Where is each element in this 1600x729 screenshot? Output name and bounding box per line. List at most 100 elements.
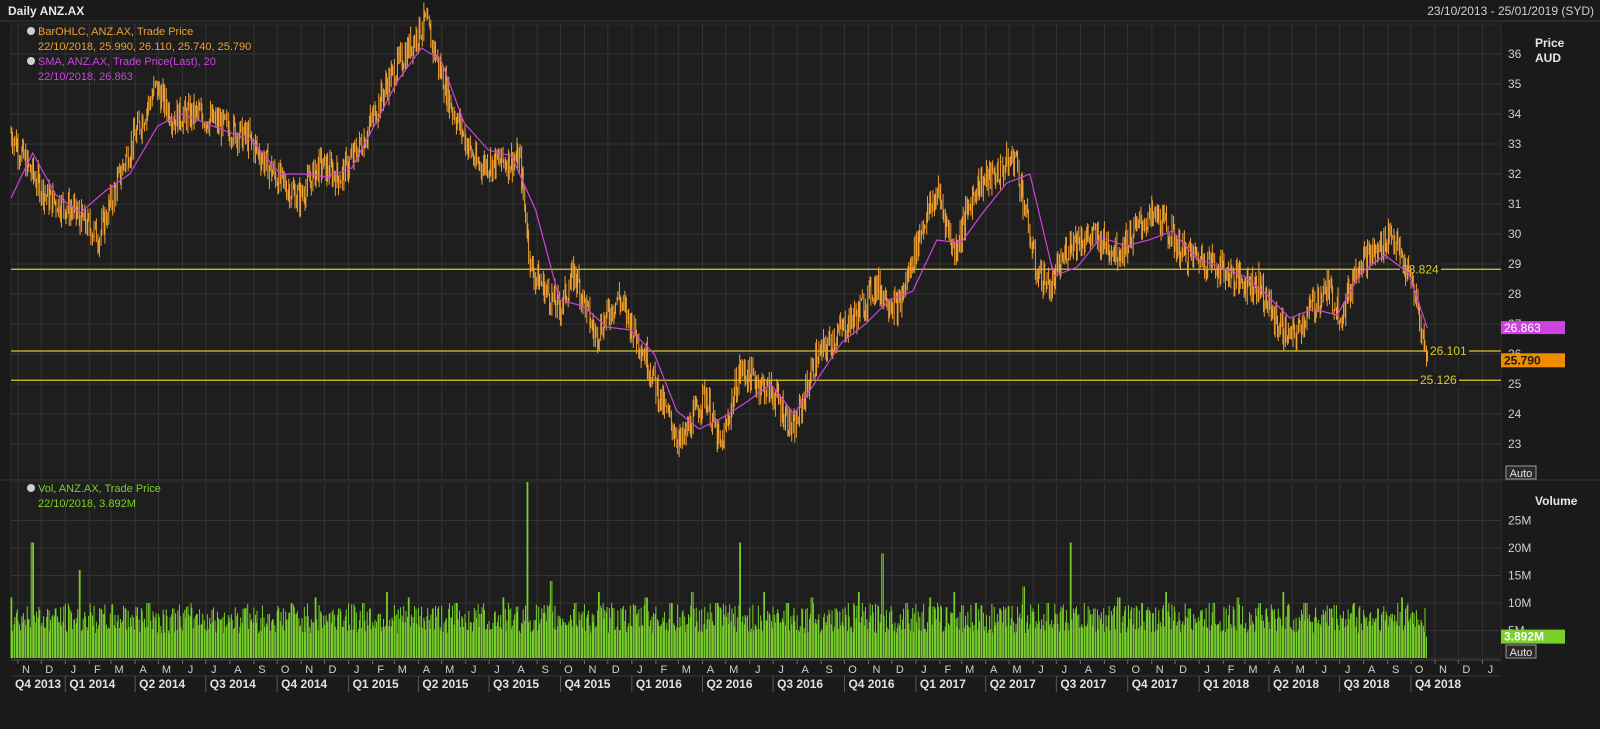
month-label: F [1228, 664, 1235, 676]
month-label: J [778, 664, 784, 676]
month-label: D [612, 664, 620, 676]
month-label: M [1248, 664, 1257, 676]
month-label: O [281, 664, 290, 676]
month-label: O [1131, 664, 1140, 676]
month-label: J [1488, 664, 1494, 676]
volume-axis-title: Volume [1535, 494, 1578, 508]
quarter-label: Q4 2015 [564, 677, 610, 691]
month-label: A [707, 664, 715, 676]
horizontal-line-label-bg [1428, 343, 1470, 358]
month-label: A [1085, 664, 1093, 676]
volume-grid [11, 482, 1501, 658]
month-label: N [1439, 664, 1447, 676]
month-label: S [1109, 664, 1116, 676]
price-tick-label: 25 [1508, 377, 1522, 391]
sma-legend-value: 22/10/2018, 26.863 [38, 71, 133, 83]
month-label: A [1273, 664, 1281, 676]
sma-legend-name: SMA, ANZ.AX, Trade Price(Last), 20 [38, 56, 216, 68]
chart-title: Daily ANZ.AX [8, 4, 84, 18]
quarter-label: Q3 2017 [1060, 677, 1106, 691]
quarter-label: Q3 2018 [1344, 677, 1390, 691]
month-label: M [162, 664, 171, 676]
price-tick-label: 36 [1508, 47, 1522, 61]
ohlc-series [10, 2, 1429, 457]
month-label: A [234, 664, 242, 676]
price-tick-label: 29 [1508, 257, 1522, 271]
month-label: S [1392, 664, 1399, 676]
month-label: J [354, 664, 360, 676]
month-label: F [945, 664, 952, 676]
month-label: J [471, 664, 477, 676]
price-grid [11, 24, 1501, 480]
month-label: F [377, 664, 384, 676]
month-label: J [755, 664, 761, 676]
quarter-label: Q4 2018 [1415, 677, 1461, 691]
price-plot-area [10, 23, 1502, 481]
volume-tick-label: 20M [1508, 541, 1531, 555]
month-label: J [1345, 664, 1351, 676]
quarter-label: Q1 2017 [920, 677, 966, 691]
quarter-label: Q3 2014 [210, 677, 256, 691]
price-axis-unit: AUD [1535, 51, 1561, 65]
quarter-label: Q4 2014 [281, 677, 327, 691]
month-label: M [115, 664, 124, 676]
legend-toggle-icon[interactable] [27, 57, 35, 65]
quarter-label: Q1 2014 [69, 677, 115, 691]
price-tick-label: 23 [1508, 437, 1522, 451]
month-label: N [22, 664, 30, 676]
quarter-label: Q1 2018 [1203, 677, 1249, 691]
volume-tick-label: 15M [1508, 569, 1531, 583]
price-tick-label: 32 [1508, 167, 1522, 181]
month-label: J [1062, 664, 1068, 676]
svg-text:26.863: 26.863 [1504, 321, 1541, 335]
horizontal-line-label: 25.126 [1420, 373, 1457, 387]
ohlc-legend-name: BarOHLC, ANZ.AX, Trade Price [38, 26, 193, 38]
month-label: M [445, 664, 454, 676]
volume-legend-name: Vol, ANZ.AX, Trade Price [38, 483, 161, 495]
price-auto-button[interactable]: Auto [1505, 465, 1537, 480]
month-label: D [329, 664, 337, 676]
price-tick-label: 24 [1508, 407, 1522, 421]
quarter-label: Q4 2016 [848, 677, 894, 691]
month-label: N [305, 664, 313, 676]
month-label: S [258, 664, 265, 676]
quarter-label: Q3 2015 [493, 677, 539, 691]
month-label: N [873, 664, 881, 676]
legend-toggle-icon[interactable] [27, 27, 35, 35]
quarter-label: Q2 2015 [422, 677, 468, 691]
last-price-tag: 25.790 [1501, 353, 1565, 368]
month-label: J [494, 664, 500, 676]
month-label: A [423, 664, 431, 676]
legend-toggle-icon[interactable] [27, 484, 35, 492]
month-label: S [541, 664, 548, 676]
ohlc-legend-value: 22/10/2018, 25.990, 26.110, 25.740, 25.7… [38, 41, 251, 53]
month-label: A [517, 664, 525, 676]
quarter-label: Q3 2016 [777, 677, 823, 691]
sma-price-tag: 26.863 [1501, 321, 1565, 335]
volume-tick-label: 25M [1508, 514, 1531, 528]
month-label: D [1462, 664, 1470, 676]
svg-text:Auto: Auto [1510, 468, 1533, 480]
horizontal-line-label-bg [1418, 373, 1460, 388]
month-label: M [965, 664, 974, 676]
quarter-label: Q4 2017 [1132, 677, 1178, 691]
quarter-label: Q2 2018 [1273, 677, 1319, 691]
sma-line [10, 47, 1428, 430]
price-tick-label: 33 [1508, 137, 1522, 151]
quarter-label: Q2 2014 [139, 677, 185, 691]
month-label: F [94, 664, 101, 676]
month-label: A [801, 664, 809, 676]
month-label: F [661, 664, 668, 676]
month-label: N [589, 664, 597, 676]
volume-auto-button[interactable]: Auto [1505, 644, 1537, 659]
month-label: A [990, 664, 998, 676]
price-tick-label: 31 [1508, 197, 1522, 211]
price-axis-title: Price [1535, 36, 1565, 50]
quarter-label: Q2 2016 [706, 677, 752, 691]
quarter-label: Q2 2017 [990, 677, 1036, 691]
month-label: M [729, 664, 738, 676]
volume-legend: Vol, ANZ.AX, Trade Price 22/10/2018, 3.8… [27, 483, 161, 510]
quarter-label: Q1 2015 [353, 677, 399, 691]
month-label: M [682, 664, 691, 676]
